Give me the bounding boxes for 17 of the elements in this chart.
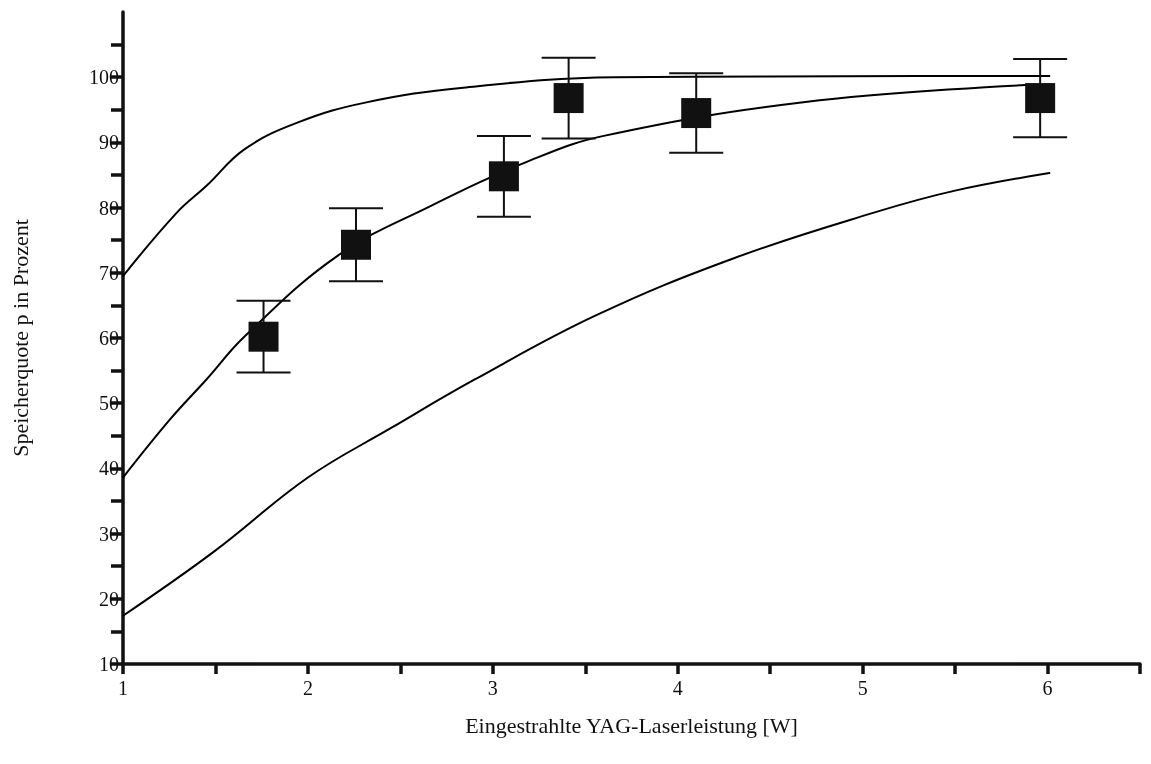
line-series — [122, 74, 1051, 278]
point — [681, 98, 712, 129]
x-tick-label: 3 — [487, 677, 498, 699]
point — [1025, 83, 1056, 114]
x-tick-label: 1 — [118, 677, 128, 699]
y-axis-title: Speicherquote p in Prozent — [7, 219, 33, 457]
x-tick-label: 2 — [302, 677, 313, 699]
point — [553, 83, 584, 114]
y-tick-label: 100 — [89, 66, 119, 89]
x-axis-title: Eingestrahlte YAG-Laserleistung [W] — [465, 712, 798, 738]
x-tick-label: 5 — [857, 677, 868, 699]
point — [340, 229, 371, 260]
point — [248, 321, 279, 352]
line-series — [122, 172, 1051, 617]
x-tick-label: 4 — [672, 677, 683, 699]
x-tick-label: 6 — [1042, 677, 1053, 699]
point — [488, 161, 519, 192]
